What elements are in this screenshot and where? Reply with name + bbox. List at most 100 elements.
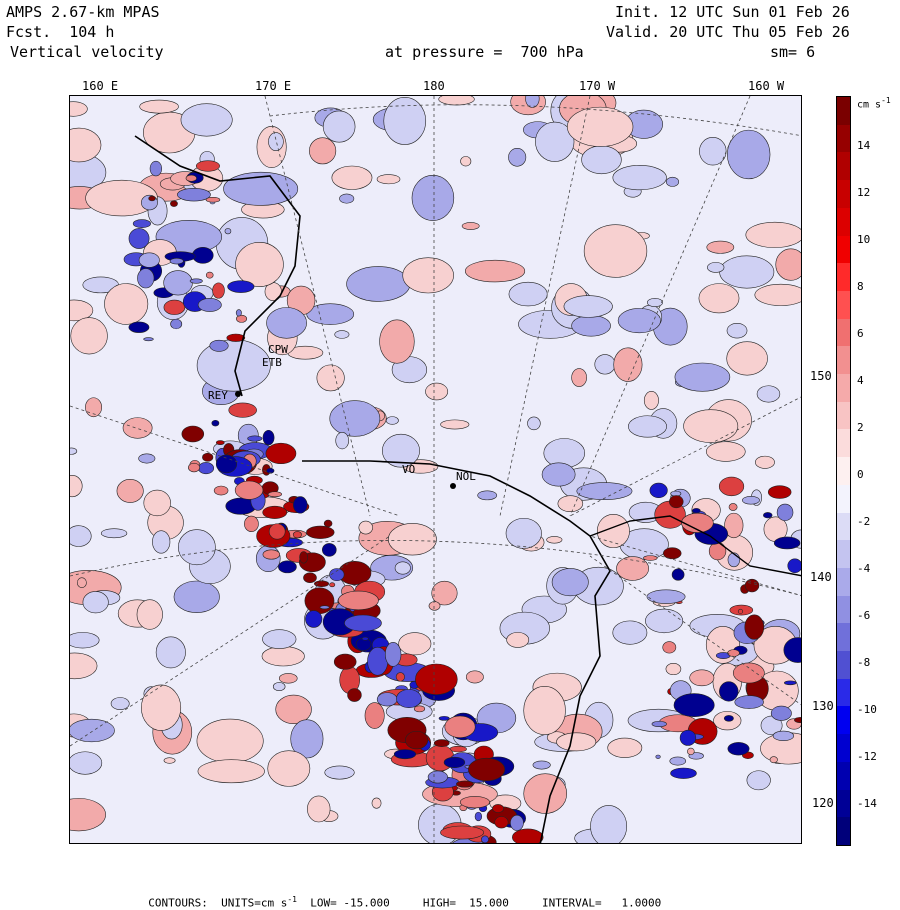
field-blob [181, 425, 205, 443]
meridian-d [70, 535, 391, 747]
meridian-b [589, 535, 801, 596]
field-blob [427, 770, 448, 784]
colorbar-tick-label: -14 [857, 797, 877, 810]
field-blob [433, 739, 450, 747]
field-blob [440, 825, 485, 840]
field-blob [727, 552, 741, 568]
field-blob [474, 811, 483, 822]
lon-label-160e: 160 E [82, 79, 119, 93]
field-blob [734, 695, 764, 709]
coastline-east [589, 515, 801, 577]
colorbar-segment [837, 318, 850, 347]
field-blob [481, 835, 489, 843]
field-blob [137, 268, 155, 289]
field-blob [267, 750, 311, 787]
field-blob [527, 416, 541, 431]
field-blob [546, 536, 563, 544]
field-blob [339, 193, 355, 204]
field-blob [756, 385, 781, 403]
field-blob [673, 693, 715, 717]
field-blob [138, 252, 160, 268]
field-blob [198, 462, 215, 475]
field-blob [737, 608, 744, 614]
field-blob [583, 224, 648, 278]
field-blob [76, 577, 87, 588]
field-blob [646, 298, 663, 308]
field-blob [794, 717, 801, 723]
field-blob [689, 669, 715, 687]
field-blob [571, 315, 611, 337]
field-blob [525, 96, 540, 108]
field-blob [322, 543, 337, 557]
field-blob [671, 568, 685, 581]
field-blob [163, 757, 176, 764]
field-blob [617, 308, 661, 334]
field-blob [505, 517, 542, 549]
field-blob [132, 219, 151, 228]
field-blob [188, 462, 201, 473]
colorbar-tick-label: 8 [857, 280, 864, 293]
field-blob [385, 416, 399, 425]
field-blob [651, 720, 667, 728]
colorbar [836, 96, 851, 846]
field-blob [415, 663, 458, 695]
field-blob [110, 697, 130, 711]
field-blob [443, 756, 466, 768]
lon-label-160w: 160 W [748, 79, 785, 93]
field-blob [393, 749, 417, 760]
station-nol: NOL [456, 470, 476, 483]
field-blob [371, 797, 382, 809]
field-blob [266, 307, 307, 339]
colorbar-tick-label: 10 [857, 233, 871, 246]
field-blob [510, 814, 524, 831]
field-blob [138, 453, 156, 464]
field-blob [226, 333, 246, 342]
field-blob [460, 156, 472, 167]
field-blob [143, 337, 154, 342]
field-blob [394, 561, 411, 575]
field-blob [197, 759, 265, 784]
field-blob [607, 737, 643, 758]
colorbar-segment [837, 346, 850, 375]
graticule [70, 96, 801, 843]
field-blob [459, 796, 490, 809]
field-blob [141, 684, 182, 731]
field-blob [178, 529, 216, 566]
field-blob [235, 309, 242, 317]
smoothing-value: sm= 6 [770, 43, 816, 61]
field-blob [116, 479, 144, 503]
field-blob [148, 195, 156, 202]
field-blob [169, 257, 184, 265]
field-blob [358, 520, 373, 535]
field-blob [665, 176, 680, 187]
colorbar-segment [837, 567, 850, 596]
field-blob [70, 101, 88, 117]
field-blob [612, 165, 667, 191]
field-blob [244, 515, 259, 532]
colorbar-segment [837, 180, 850, 208]
field-blob [571, 368, 587, 387]
field-blob [755, 455, 775, 469]
field-blob [136, 599, 163, 630]
field-blob [267, 491, 282, 498]
field-blob [235, 241, 284, 287]
lon-label-170w: 170 W [579, 79, 616, 93]
field-blob [691, 508, 701, 514]
field-blob [649, 482, 668, 499]
colorbar-tick-label: -8 [857, 656, 871, 669]
field-blob [290, 719, 324, 759]
meridian-170e [264, 96, 371, 517]
field-blob [787, 558, 801, 574]
field-blob [195, 160, 220, 172]
field-blob [163, 299, 186, 315]
field-blob [262, 429, 275, 446]
field-blob [173, 580, 220, 613]
pressure-level: at pressure = 700 hPa [385, 43, 584, 61]
field-blob [456, 780, 474, 788]
field-blob [262, 629, 297, 649]
colorbar-tick-label: 4 [857, 374, 864, 387]
field-blob [384, 642, 402, 667]
coastline-west [134, 135, 301, 397]
field-blob [211, 419, 220, 427]
field-blob [247, 435, 263, 442]
